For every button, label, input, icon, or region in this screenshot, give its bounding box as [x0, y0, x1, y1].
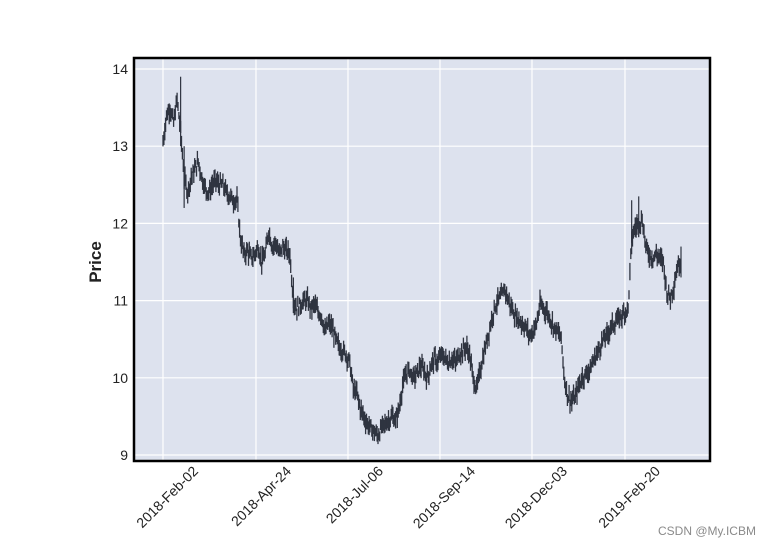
x-tick-label: 2019-Feb-20 [595, 463, 663, 531]
plot-background [134, 58, 710, 461]
y-tick-label: 14 [112, 61, 128, 77]
y-tick-label: 11 [113, 293, 128, 309]
x-tick-label: 2018-Dec-03 [502, 463, 571, 532]
watermark: CSDN @My.ICBM [658, 524, 756, 538]
y-tick-label: 13 [112, 138, 128, 154]
x-tick-label: 2018-Feb-02 [133, 463, 201, 531]
price-bars [162, 76, 682, 445]
y-tick-label: 12 [112, 215, 128, 231]
plot-frame [132, 56, 712, 463]
grid-lines [134, 58, 710, 461]
y-axis-ticks: 9 10 11 12 13 14 [112, 61, 128, 463]
x-tick-label: 2018-Jul-06 [323, 463, 387, 527]
x-tick-label: 2018-Sep-14 [410, 463, 479, 532]
y-tick-label: 10 [112, 370, 128, 386]
x-axis-ticks: 2018-Feb-02 2018-Apr-24 2018-Jul-06 2018-Se… [133, 463, 663, 532]
y-axis-label: Price [86, 241, 105, 283]
x-tick-label: 2018-Apr-24 [228, 463, 294, 529]
y-tick-label: 9 [120, 447, 128, 463]
